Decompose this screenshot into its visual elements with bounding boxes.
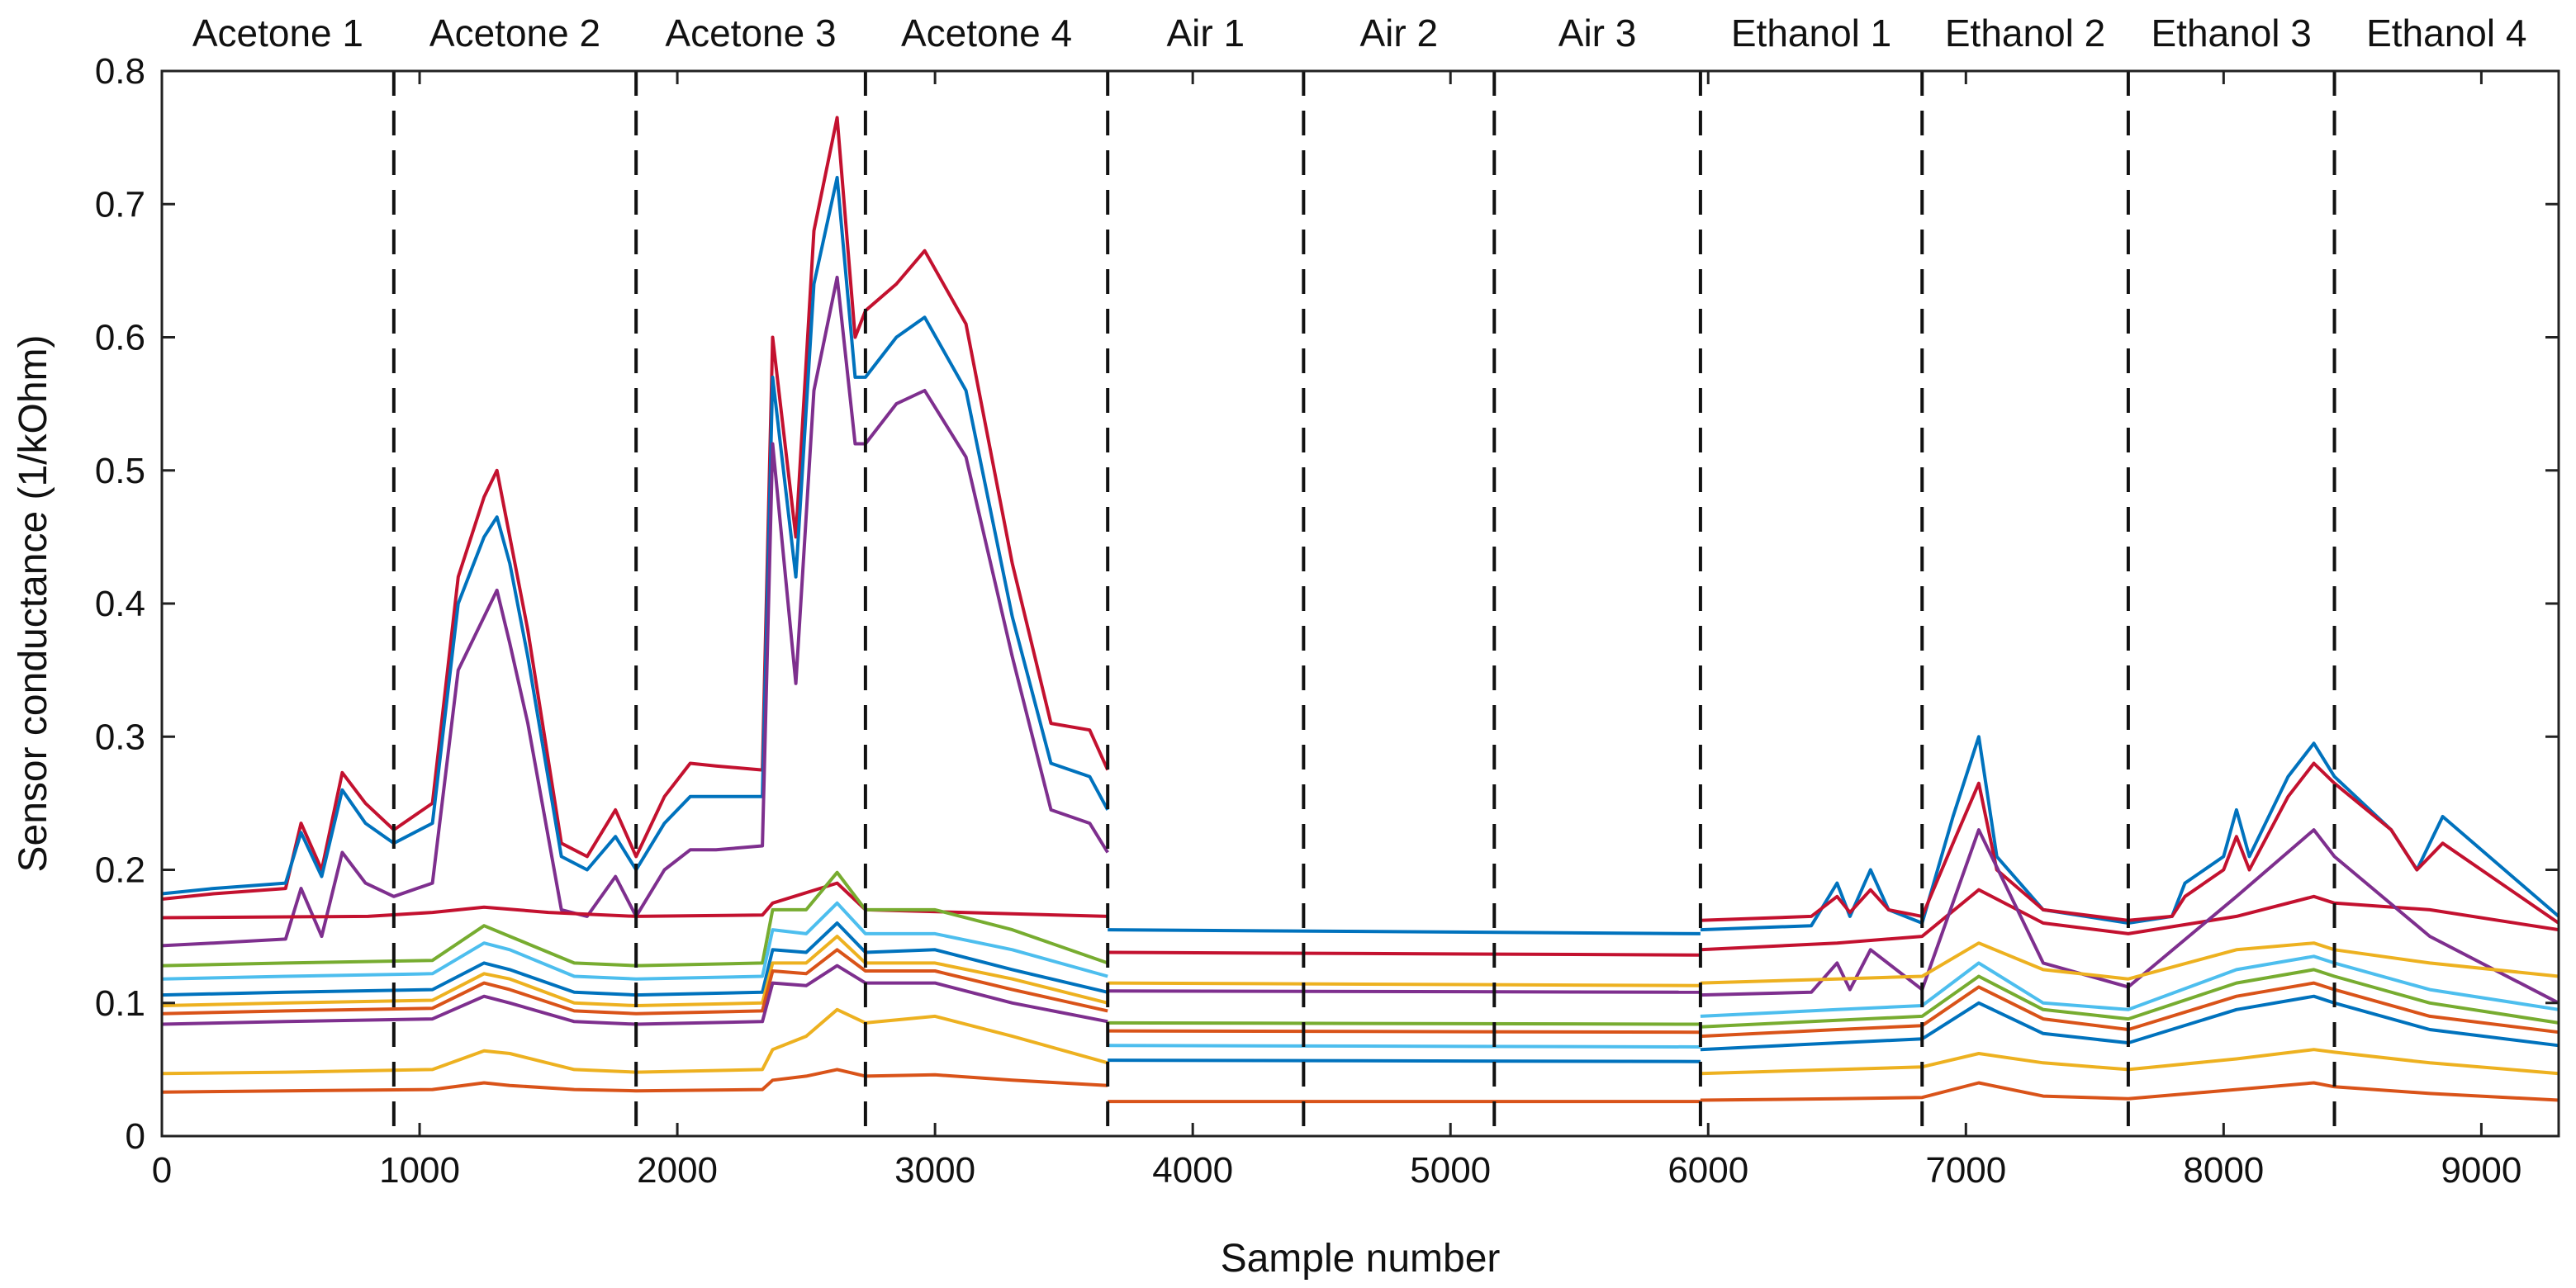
series-layer	[161, 116, 2560, 1104]
series-line-air-sensor-3	[1108, 981, 1701, 987]
series-line-air-sensor-4	[1108, 989, 1701, 994]
y-tick-label: 0	[126, 1116, 145, 1157]
x-tick-label: 0	[152, 1150, 172, 1191]
region-label: Air 3	[1558, 12, 1637, 54]
region-label: Ethanol 3	[2151, 12, 2312, 54]
y-tick-label: 0.2	[95, 850, 145, 891]
series-line-air-sensor-1	[1108, 928, 1701, 935]
y-tick-label: 0.8	[95, 51, 145, 92]
y-tick-label: 0.4	[95, 584, 145, 624]
y-tick-label: 0.6	[95, 318, 145, 358]
x-tick-label: 4000	[1152, 1150, 1233, 1191]
series-line-eth-sensor-11	[1700, 1081, 2559, 1102]
series-line-sensor-12	[161, 1068, 1108, 1094]
x-tick-label: 5000	[1410, 1150, 1491, 1191]
series-line-air-sensor-6	[1108, 1029, 1701, 1035]
region-label: Acetone 3	[665, 12, 836, 54]
region-label: Acetone 4	[901, 12, 1072, 54]
x-tick-label: 9000	[2441, 1150, 2521, 1191]
region-label: Air 2	[1360, 12, 1439, 54]
x-tick-label: 6000	[1668, 1150, 1748, 1191]
y-tick-label: 0.7	[95, 184, 145, 225]
region-label: Air 1	[1166, 12, 1245, 54]
y-tick-label: 0.1	[95, 983, 145, 1024]
x-tick-label: 8000	[2183, 1150, 2264, 1191]
boundary-layer	[391, 71, 2336, 1136]
series-line-eth-sensor-5	[1700, 941, 2559, 985]
x-tick-label: 1000	[379, 1150, 460, 1191]
region-label: Ethanol 4	[2366, 12, 2526, 54]
series-line-air-sensor-7	[1108, 1044, 1701, 1049]
tick-layer: 0 1000 2000 3000 4000 5000 6000 7000 8000 9000 0 0.…	[95, 51, 2559, 1191]
x-tick-label: 3000	[894, 1150, 975, 1191]
series-line-sensor-1	[161, 116, 1110, 901]
x-tick-label: 2000	[637, 1150, 718, 1191]
x-tick-label: 7000	[1925, 1150, 2006, 1191]
series-line-sensor-10	[161, 964, 1108, 1026]
series-line-eth-sensor-4	[1700, 828, 2559, 1005]
series-line-eth-sensor-6	[1700, 954, 2559, 1018]
region-label: Acetone 1	[192, 12, 363, 54]
series-line-eth-sensor-7	[1700, 968, 2559, 1029]
series-line-sensor-11	[161, 1007, 1108, 1076]
series-line-air-sensor-5	[1108, 1020, 1701, 1026]
series-line-sensor-8	[161, 935, 1108, 1007]
region-label-layer: Acetone 1 Acetone 2 Acetone 3 Acetone 4 Air …	[192, 12, 2527, 54]
x-axis-title: Sample number	[1221, 1237, 1501, 1281]
series-line-sensor-5	[161, 870, 1108, 968]
series-line-sensor-6	[161, 901, 1108, 981]
region-label: Ethanol 1	[1731, 12, 1891, 54]
series-line-eth-sensor-3	[1700, 888, 2559, 952]
y-tick-label: 0.3	[95, 717, 145, 757]
region-label: Acetone 2	[429, 12, 600, 54]
series-line-sensor-9	[161, 948, 1108, 1016]
series-line-air-sensor-2	[1108, 950, 1701, 957]
y-axis-title: Sensor conductance (1/kOhm)	[12, 335, 55, 873]
series-line-sensor-7	[161, 921, 1108, 997]
series-line-air-sensor-8	[1108, 1058, 1701, 1063]
series-line-eth-sensor-2	[1700, 761, 2560, 925]
region-label: Ethanol 2	[1945, 12, 2105, 54]
y-tick-label: 0.5	[95, 451, 145, 491]
